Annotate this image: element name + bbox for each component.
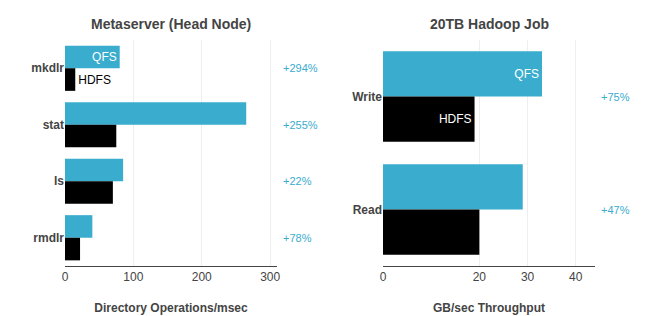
svg-text:+255%: +255% [283, 119, 318, 131]
svg-text:Read: Read [353, 203, 382, 217]
svg-text:40: 40 [569, 270, 583, 284]
svg-text:HDFS: HDFS [78, 73, 111, 87]
svg-text:0: 0 [62, 270, 69, 284]
svg-text:100: 100 [123, 270, 143, 284]
svg-text:20TB Hadoop Job: 20TB Hadoop Job [430, 16, 549, 32]
svg-text:+22%: +22% [283, 175, 312, 187]
svg-text:30: 30 [521, 270, 535, 284]
svg-text:Directory Operations/msec: Directory Operations/msec [94, 301, 248, 315]
svg-text:300: 300 [260, 270, 280, 284]
svg-text:Metaserver (Head Node): Metaserver (Head Node) [91, 16, 251, 32]
svg-text:QFS: QFS [514, 67, 539, 81]
svg-text:0: 0 [380, 270, 387, 284]
svg-text:rmdlr: rmdlr [33, 231, 64, 245]
svg-text:+78%: +78% [283, 232, 312, 244]
svg-text:QFS: QFS [92, 50, 117, 64]
svg-text:ls: ls [54, 174, 64, 188]
svg-text:200: 200 [192, 270, 212, 284]
svg-text:mkdlr: mkdlr [31, 61, 64, 75]
svg-text:+294%: +294% [283, 62, 318, 74]
svg-text:20: 20 [473, 270, 487, 284]
svg-text:stat: stat [43, 118, 64, 132]
svg-text:GB/sec Throughput: GB/sec Throughput [433, 301, 545, 315]
svg-text:+47%: +47% [601, 204, 630, 216]
svg-text:Write: Write [352, 90, 382, 104]
svg-text:+75%: +75% [601, 91, 630, 103]
svg-text:HDFS: HDFS [439, 112, 472, 126]
